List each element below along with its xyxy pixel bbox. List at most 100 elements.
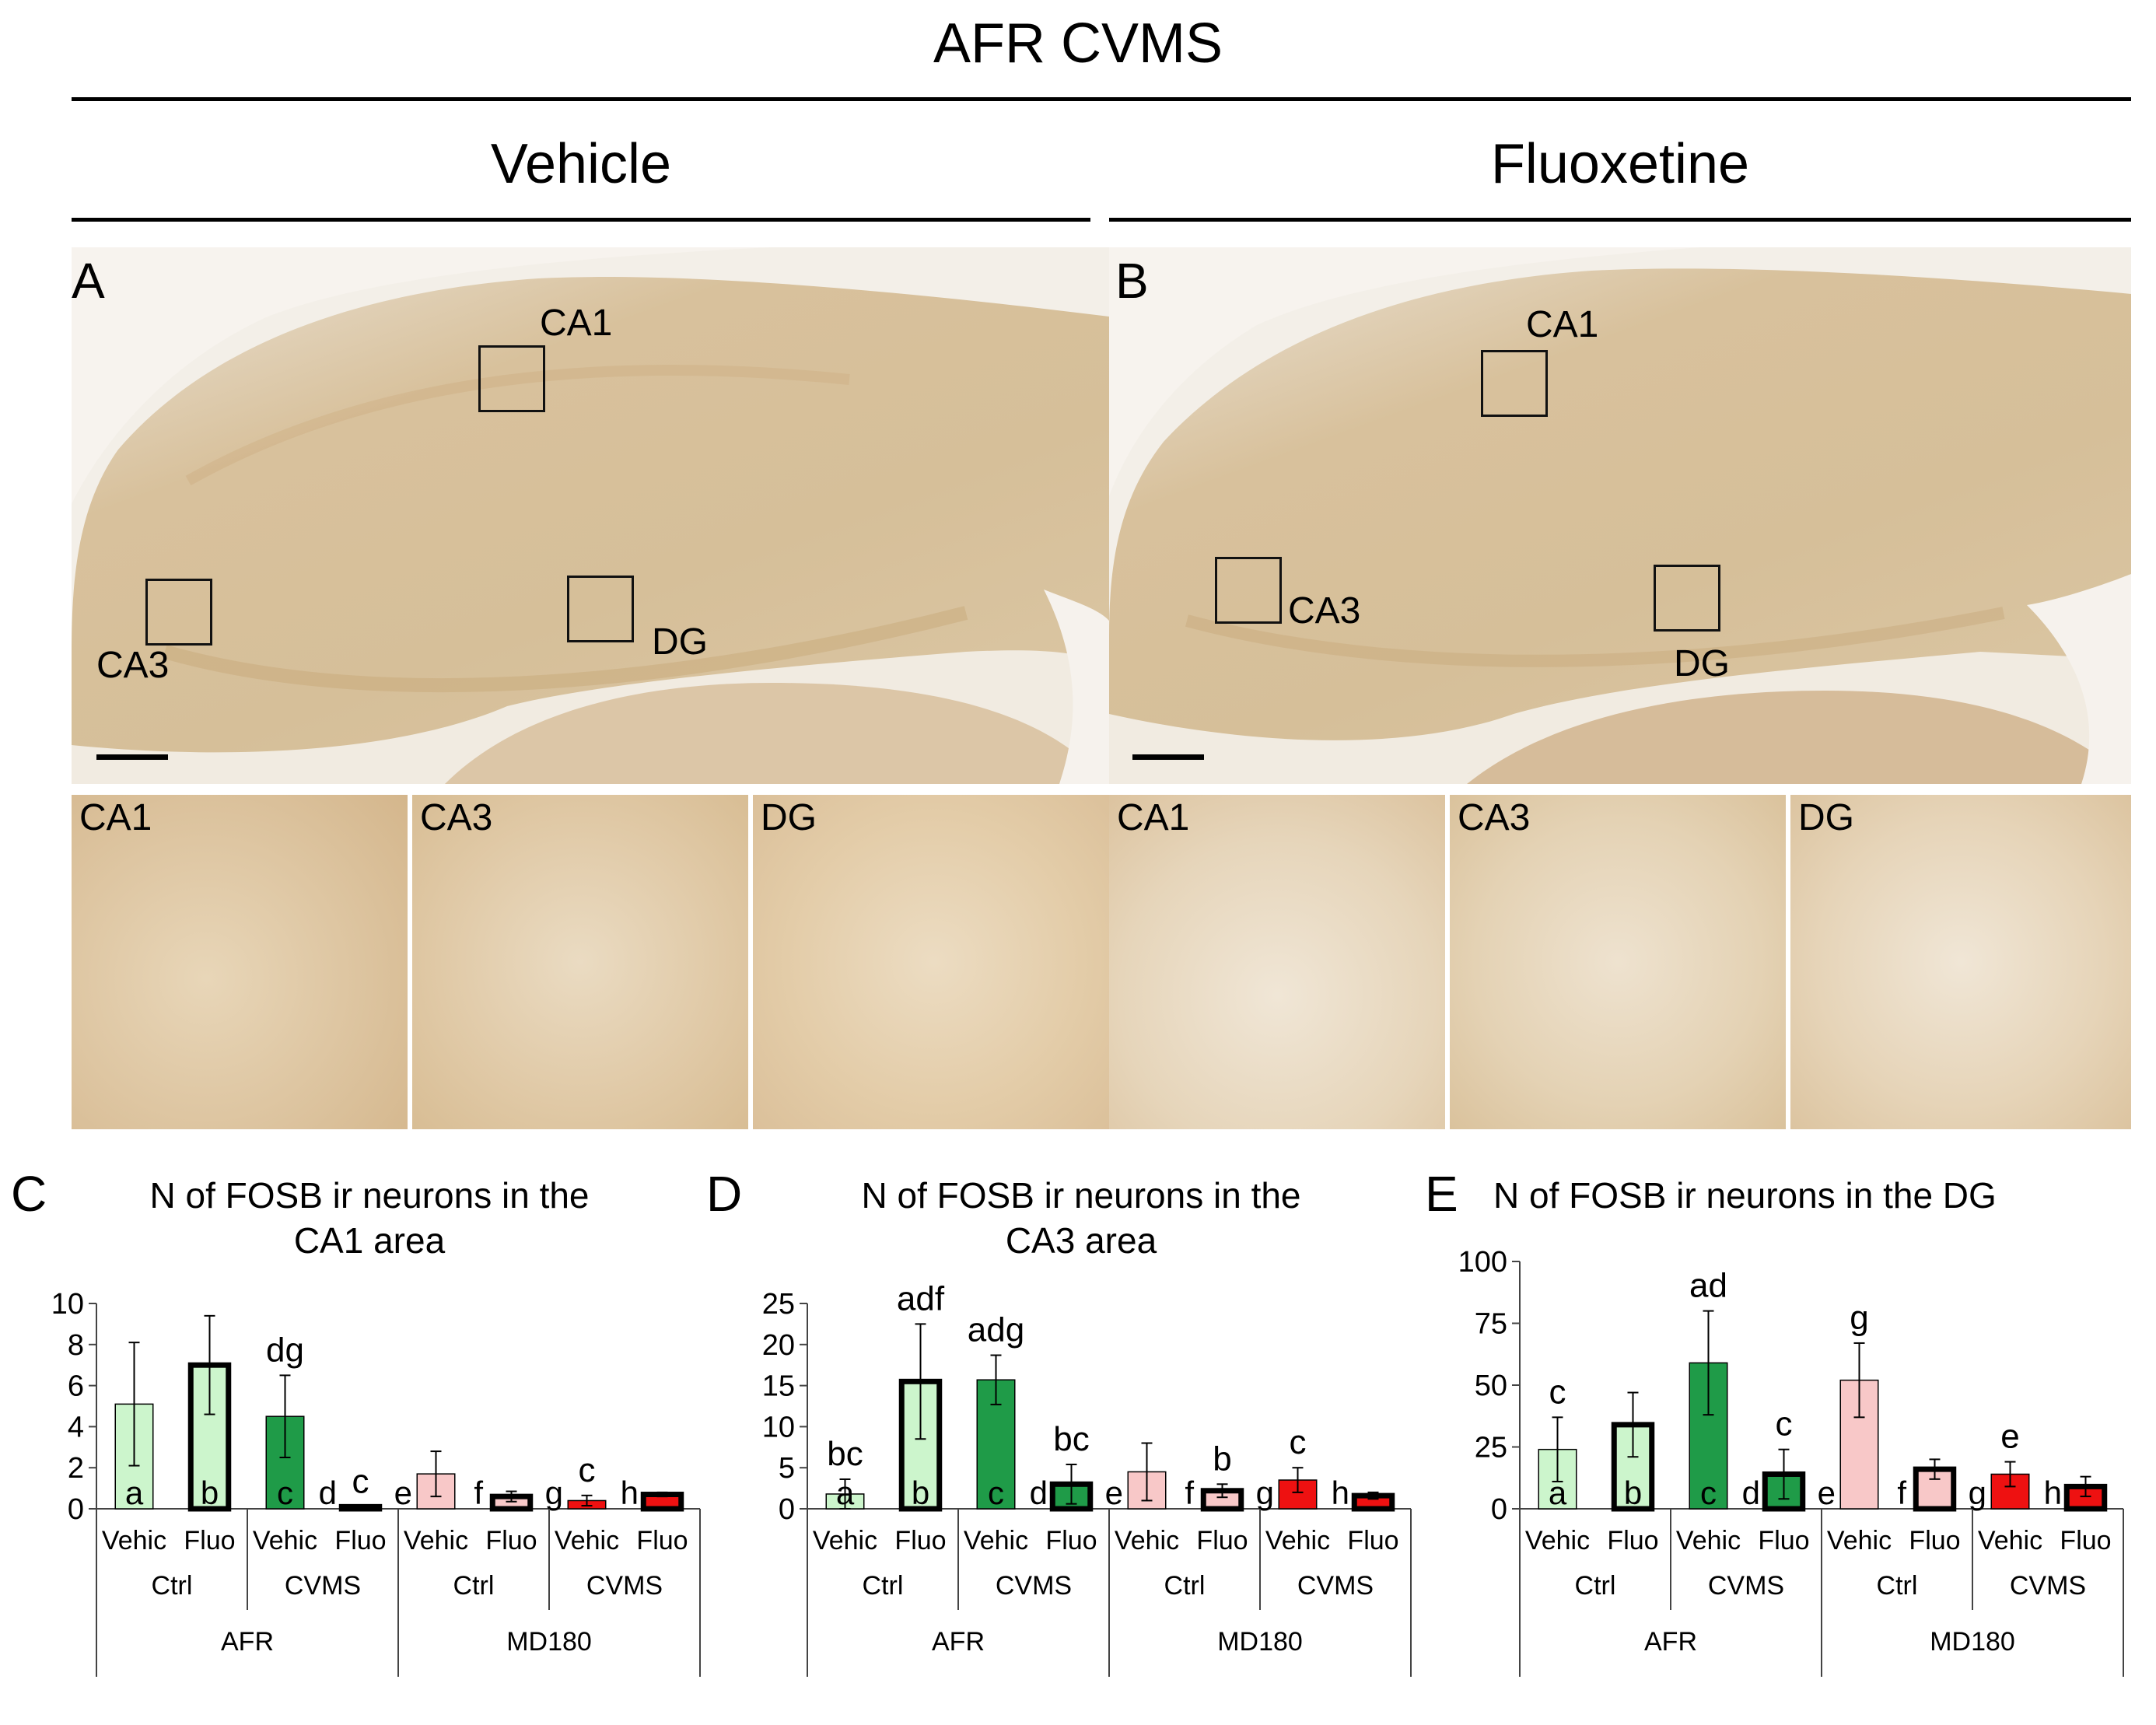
significance-letter: adf: [897, 1279, 945, 1317]
roi-box-ca1: [478, 345, 545, 412]
group-letter: c: [1700, 1475, 1717, 1511]
y-tick-label: 6: [68, 1370, 84, 1403]
vehicle-header: Vehicle: [490, 133, 672, 195]
y-tick-label: 4: [68, 1411, 84, 1443]
inset-a-dg: DG: [753, 795, 1115, 1129]
group-letter: h: [2044, 1475, 2062, 1511]
category-label: Fluo: [184, 1526, 235, 1555]
group-label-level1: Ctrl: [863, 1571, 904, 1601]
group-label-level1: Ctrl: [1877, 1571, 1918, 1601]
chart-d-title-line1: N of FOSB ir neurons in the: [861, 1175, 1301, 1216]
category-label: Fluo: [636, 1526, 688, 1555]
significance-letter: g: [1850, 1299, 1868, 1337]
y-tick-label: 8: [68, 1329, 84, 1362]
inset-label: CA1: [79, 797, 152, 838]
group-letter: a: [836, 1475, 855, 1511]
significance-letter: adg: [968, 1311, 1024, 1349]
group-letter: h: [621, 1475, 639, 1511]
group-label-level1: Ctrl: [1164, 1571, 1206, 1601]
chart-d: 0510152025bcaVehicadfbFluoadgcVehicbcdFl…: [762, 1279, 1412, 1677]
category-label: Fluo: [1196, 1526, 1248, 1555]
inset-label: CA3: [420, 797, 493, 838]
inset-a-ca3: CA3: [412, 795, 748, 1129]
panel-c-letter: C: [11, 1166, 47, 1222]
significance-letter: c: [579, 1451, 596, 1489]
y-tick-label: 0: [1491, 1493, 1507, 1526]
category-label: Vehic: [102, 1526, 166, 1555]
y-tick-label: 50: [1475, 1370, 1507, 1402]
chart-e-title-line1: N of FOSB ir neurons in the DG: [1493, 1175, 1997, 1216]
group-label-level1: CVMS: [996, 1571, 1072, 1601]
group-letter: h: [1332, 1475, 1349, 1511]
category-label: Vehic: [404, 1526, 468, 1555]
panel-e-letter: E: [1425, 1166, 1458, 1222]
group-letter: e: [394, 1475, 412, 1511]
bar: [338, 1503, 383, 1512]
group-label-level2: MD180: [1930, 1627, 2015, 1657]
significance-letter: c: [352, 1462, 369, 1500]
y-tick-label: 15: [762, 1370, 795, 1403]
significance-letter: e: [2000, 1418, 2019, 1456]
roi-label-ca3: CA3: [1288, 590, 1361, 632]
group-letter: b: [1624, 1475, 1642, 1511]
category-label: Fluo: [1607, 1526, 1658, 1555]
group-label-level1: Ctrl: [1575, 1571, 1616, 1601]
scale-bar-b: [1132, 754, 1204, 760]
y-tick-label: 5: [779, 1452, 795, 1485]
roi-label-dg: DG: [652, 621, 708, 663]
y-tick-label: 25: [1475, 1432, 1507, 1464]
significance-letter: b: [1213, 1440, 1231, 1478]
y-tick-label: 2: [68, 1452, 84, 1485]
panel-b-letter: B: [1115, 253, 1149, 309]
inset-b-ca1: CA1: [1109, 795, 1445, 1129]
group-letter: c: [277, 1475, 293, 1511]
group-label-level1: Ctrl: [152, 1571, 193, 1601]
bar: [1611, 1422, 1655, 1512]
category-label: Vehic: [1265, 1526, 1330, 1555]
fluoxetine-header: Fluoxetine: [1490, 133, 1750, 195]
panel-d-letter: D: [706, 1166, 743, 1222]
group-label-level2: MD180: [1217, 1627, 1303, 1657]
group-label-level1: CVMS: [1297, 1571, 1374, 1601]
category-label: Fluo: [1909, 1526, 1960, 1555]
significance-letter: c: [1549, 1373, 1566, 1411]
y-tick-label: 10: [762, 1411, 795, 1443]
significance-letter: dg: [266, 1331, 304, 1369]
roi-box-ca3: [145, 579, 212, 646]
category-label: Vehic: [1978, 1526, 2042, 1555]
inset-b-dg: DG: [1790, 795, 2131, 1129]
group-letter: d: [1030, 1475, 1048, 1511]
chart-c-title: N of FOSB ir neurons in the CA1 area: [70, 1173, 669, 1263]
category-label: Fluo: [1347, 1526, 1398, 1555]
group-letter: f: [1897, 1475, 1906, 1511]
category-label: Fluo: [334, 1526, 386, 1555]
group-label-level1: Ctrl: [453, 1571, 495, 1601]
significance-letter: bc: [1053, 1420, 1089, 1458]
hippocampus-section-a: [72, 247, 1115, 784]
significance-letter: ad: [1689, 1267, 1727, 1305]
group-label-level2: AFR: [932, 1627, 985, 1657]
group-letter: a: [1549, 1475, 1567, 1511]
category-label: Vehic: [1525, 1526, 1590, 1555]
chart-d-title-line2: CA3 area: [1005, 1220, 1157, 1261]
group-letter: g: [1969, 1475, 1986, 1511]
group-letter: c: [988, 1475, 1004, 1511]
significance-letter: c: [1290, 1423, 1307, 1461]
chart-c-title-line2: CA1 area: [293, 1220, 446, 1261]
group-letter: e: [1818, 1475, 1836, 1511]
fluoxetine-rule: [1109, 218, 2131, 222]
panel-b-micrograph: B CA1 CA3 DG: [1109, 247, 2131, 784]
group-label-level2: AFR: [1644, 1627, 1697, 1657]
category-label: Vehic: [1676, 1526, 1741, 1555]
inset-label: CA3: [1458, 797, 1531, 838]
inset-b-ca3: CA3: [1450, 795, 1786, 1129]
category-label: Vehic: [253, 1526, 317, 1555]
inset-label: DG: [761, 797, 817, 838]
chart-d-title: N of FOSB ir neurons in the CA3 area: [778, 1173, 1384, 1263]
chart-e: 0255075100caVehicbFluoadcVehiccdFluogeVe…: [1458, 1246, 2124, 1677]
group-label-level2: AFR: [221, 1627, 274, 1657]
category-label: Fluo: [2060, 1526, 2111, 1555]
y-tick-label: 75: [1475, 1308, 1507, 1341]
chart-c: 0246810aVehicbFluodgcVehiccdFluoeVehicfF…: [51, 1288, 701, 1677]
bar: [1913, 1466, 1957, 1512]
